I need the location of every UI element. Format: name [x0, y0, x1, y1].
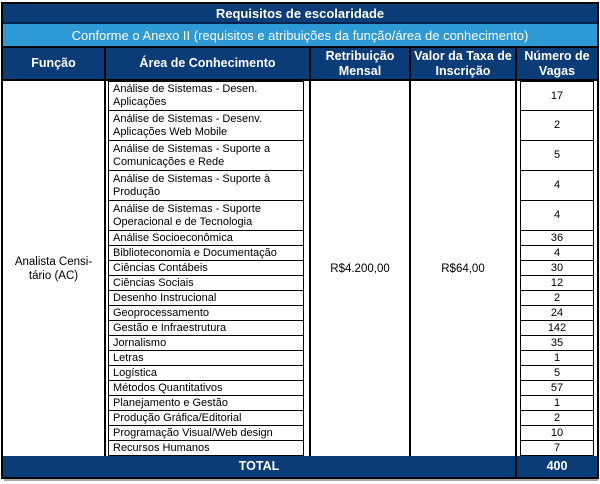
vagas-cell: 30	[520, 261, 594, 276]
total-row: TOTAL 400	[3, 456, 597, 477]
vagas-cell: 5	[520, 366, 594, 381]
header-area-conhecimento: Área de Conhecimento	[106, 48, 311, 79]
vagas-cell: 10	[520, 426, 594, 441]
area-cell: Letras	[108, 351, 304, 366]
area-cell: Análise Socioeconômica	[108, 231, 304, 246]
area-cell: Jornalismo	[108, 336, 304, 351]
area-cell: Geoprocessamento	[108, 306, 304, 321]
header-funcao: Função	[3, 48, 106, 79]
header-numero-vagas: Número de Vagas	[524, 48, 590, 78]
bottom-shadow	[4, 479, 598, 481]
funcao-cell: Analista Censi- tário (AC)	[3, 81, 106, 456]
retribuicao-cell: R$4.200,00	[311, 81, 411, 456]
area-cell: Ciências Sociais	[108, 276, 304, 291]
area-cell: Planejamento e Gestão	[108, 396, 304, 411]
vagas-cell: 1	[520, 351, 594, 366]
area-cell: Análise de Sistemas - Suporte Operaciona…	[108, 201, 304, 231]
area-cell: Biblioteconomia e Documentação	[108, 246, 304, 261]
table-title: Requisitos de escolaridade	[3, 4, 597, 24]
vagas-column: 17 2 5 4 4 36 4 30 12 2 24 142 35 1 5 57 1 2 10 7	[517, 81, 597, 456]
area-column: Análise de Sistemas - Desen. Aplicações A…	[106, 81, 311, 456]
vagas-cell: 1	[520, 396, 594, 411]
table-header-row: Função Área de Conhecimento Retribuição …	[3, 48, 597, 81]
total-vagas-value: 400	[546, 459, 568, 473]
area-cell: Programação Visual/Web design	[108, 426, 304, 441]
vagas-cell: 57	[520, 381, 594, 396]
area-cell: Ciências Contábeis	[108, 261, 304, 276]
area-cell: Recursos Humanos	[108, 441, 304, 456]
area-cell: Produção Gráfica/Editorial	[108, 411, 304, 426]
vagas-cell: 2	[520, 291, 594, 306]
vagas-cell: 142	[520, 321, 594, 336]
vagas-cell: 4	[520, 246, 594, 261]
table-body: Analista Censi- tário (AC) Análise de Si…	[3, 81, 597, 456]
taxa-cell: R$64,00	[411, 81, 517, 456]
area-cell: Métodos Quantitativos	[108, 381, 304, 396]
vagas-cell: 7	[520, 441, 594, 456]
vagas-cell: 5	[520, 141, 594, 171]
vagas-cell: 4	[520, 171, 594, 201]
area-cell: Análise de Sistemas - Suporte a Comunica…	[108, 141, 304, 171]
vagas-cell: 35	[520, 336, 594, 351]
vagas-cell: 2	[520, 411, 594, 426]
area-cell: Gestão e Infraestrutura	[108, 321, 304, 336]
vagas-cell: 2	[520, 111, 594, 141]
vagas-cell: 12	[520, 276, 594, 291]
vagas-cell: 36	[520, 231, 594, 246]
area-cell: Análise de Sistemas - Desenv. Aplicações…	[108, 111, 304, 141]
table-subtitle: Conforme o Anexo II (requisitos e atribu…	[3, 24, 597, 48]
area-cell: Análise de Sistemas - Desen. Aplicações	[108, 81, 304, 111]
total-label: TOTAL	[3, 456, 517, 477]
vagas-cell: 24	[520, 306, 594, 321]
area-cell: Análise de Sistemas - Suporte à Produção	[108, 171, 304, 201]
vagas-cell: 17	[520, 81, 594, 111]
area-cell: Desenho Instrucional	[108, 291, 304, 306]
header-retribuicao-mensal: Retribuição Mensal	[311, 48, 411, 79]
vagas-cell: 4	[520, 201, 594, 231]
area-cell: Logística	[108, 366, 304, 381]
header-taxa-inscricao: Valor da Taxa de Inscrição	[411, 48, 517, 79]
